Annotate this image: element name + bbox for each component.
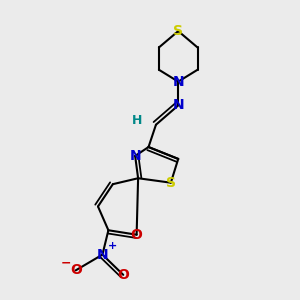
Text: H: H: [132, 114, 143, 127]
Text: O: O: [131, 228, 142, 242]
Text: N: N: [172, 98, 184, 112]
Text: N: N: [97, 248, 108, 262]
Text: S: S: [173, 24, 183, 38]
Text: N: N: [129, 149, 141, 163]
Text: S: S: [166, 176, 176, 190]
Text: O: O: [117, 268, 129, 282]
Text: N: N: [172, 75, 184, 88]
Text: −: −: [61, 256, 71, 269]
Text: +: +: [108, 241, 118, 251]
Text: O: O: [70, 263, 82, 278]
